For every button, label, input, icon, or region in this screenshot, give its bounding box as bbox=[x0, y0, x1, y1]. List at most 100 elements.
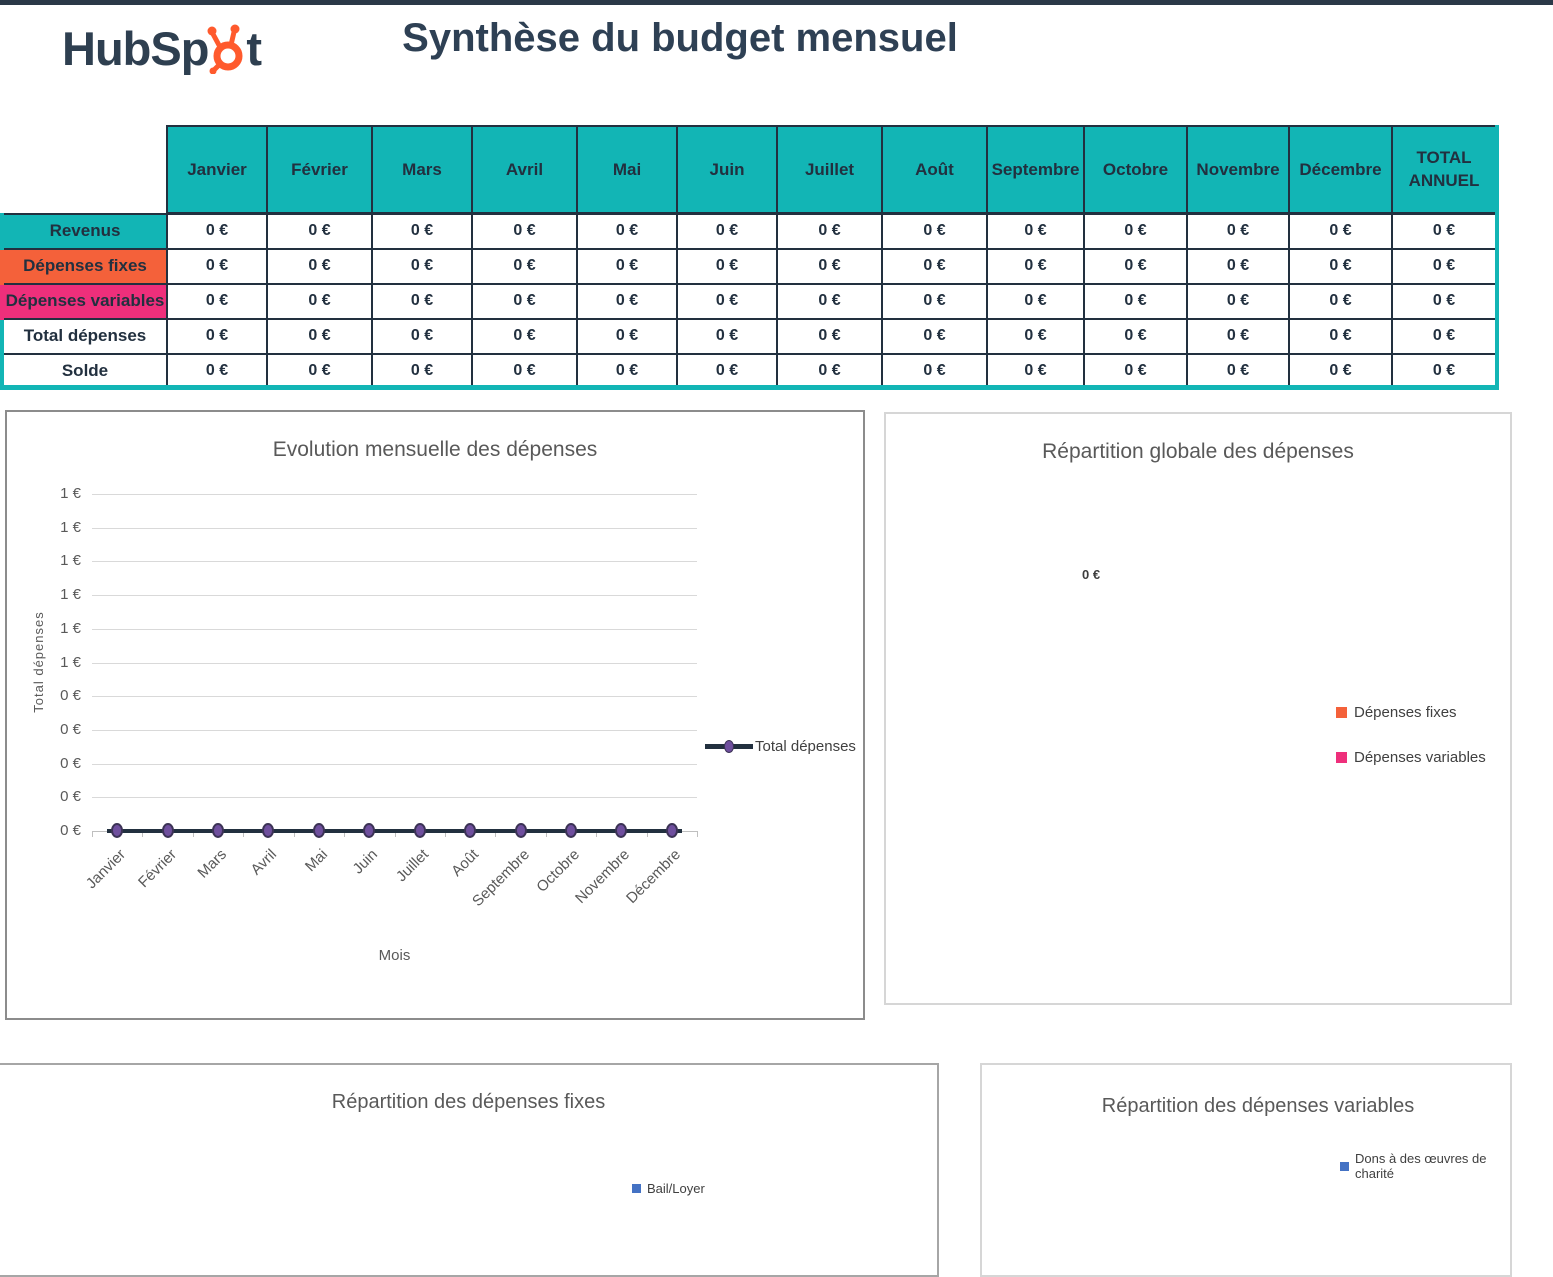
month-header-9[interactable]: Septembre bbox=[986, 125, 1085, 215]
month-header-7[interactable]: Juillet bbox=[776, 125, 883, 215]
value-cell[interactable]: 0 € bbox=[1083, 282, 1188, 320]
value-cell[interactable]: 0 € bbox=[776, 352, 883, 390]
value-cell[interactable]: 0 € bbox=[1083, 212, 1188, 250]
value-cell[interactable]: 0 € bbox=[776, 317, 883, 355]
value-cell[interactable]: 0 € bbox=[676, 317, 778, 355]
value-cell[interactable]: 0 € bbox=[471, 212, 578, 250]
month-header-6[interactable]: Juin bbox=[676, 125, 778, 215]
value-cell[interactable]: 0 € bbox=[576, 247, 678, 285]
value-cell[interactable]: 0 € bbox=[166, 352, 268, 390]
value-cell[interactable]: 0 € bbox=[1083, 352, 1188, 390]
value-cell[interactable]: 0 € bbox=[986, 212, 1085, 250]
value-cell[interactable]: 0 € bbox=[1391, 317, 1499, 355]
legend-label: Dons à des œuvres de charité bbox=[1355, 1151, 1487, 1181]
value-cell[interactable]: 0 € bbox=[986, 282, 1085, 320]
value-cell[interactable]: 0 € bbox=[166, 247, 268, 285]
value-cell[interactable]: 0 € bbox=[1186, 282, 1290, 320]
legend-swatch-icon bbox=[1336, 752, 1347, 763]
total-annual-header[interactable]: TOTAL ANNUEL bbox=[1391, 125, 1499, 215]
value-cell[interactable]: 0 € bbox=[1288, 247, 1393, 285]
x-axis-tick-mark bbox=[697, 831, 698, 837]
value-cell[interactable]: 0 € bbox=[1391, 247, 1499, 285]
value-cell[interactable]: 0 € bbox=[471, 317, 578, 355]
value-cell[interactable]: 0 € bbox=[371, 247, 473, 285]
value-cell[interactable]: 0 € bbox=[986, 352, 1085, 390]
row-label-3[interactable]: Dépenses variables bbox=[0, 282, 168, 320]
value-cell[interactable]: 0 € bbox=[266, 247, 373, 285]
data-point-marker bbox=[363, 823, 376, 838]
global-pie-title: Répartition globale des dépenses bbox=[1042, 440, 1354, 463]
page-title: Synthèse du budget mensuel bbox=[402, 16, 958, 60]
value-cell[interactable]: 0 € bbox=[471, 247, 578, 285]
value-cell[interactable]: 0 € bbox=[1083, 317, 1188, 355]
value-cell[interactable]: 0 € bbox=[166, 282, 268, 320]
gridline bbox=[92, 729, 697, 731]
value-cell[interactable]: 0 € bbox=[1083, 247, 1188, 285]
value-cell[interactable]: 0 € bbox=[576, 317, 678, 355]
value-cell[interactable]: 0 € bbox=[371, 317, 473, 355]
month-header-3[interactable]: Mars bbox=[371, 125, 473, 215]
y-axis-tick-label: 0 € bbox=[60, 687, 81, 705]
row-label-4[interactable]: Total dépenses bbox=[0, 317, 168, 355]
month-header-11[interactable]: Novembre bbox=[1186, 125, 1290, 215]
gridline bbox=[92, 696, 697, 698]
value-cell[interactable]: 0 € bbox=[266, 282, 373, 320]
value-cell[interactable]: 0 € bbox=[881, 247, 988, 285]
value-cell[interactable]: 0 € bbox=[1391, 352, 1499, 390]
row-label-1[interactable]: Revenus bbox=[0, 212, 168, 250]
value-cell[interactable]: 0 € bbox=[1288, 212, 1393, 250]
value-cell[interactable]: 0 € bbox=[776, 282, 883, 320]
value-cell[interactable]: 0 € bbox=[1186, 317, 1290, 355]
value-cell[interactable]: 0 € bbox=[986, 317, 1085, 355]
value-cell[interactable]: 0 € bbox=[266, 212, 373, 250]
value-cell[interactable]: 0 € bbox=[371, 282, 473, 320]
data-point-marker bbox=[514, 823, 527, 838]
value-cell[interactable]: 0 € bbox=[1288, 282, 1393, 320]
month-header-8[interactable]: Août bbox=[881, 125, 988, 215]
value-cell[interactable]: 0 € bbox=[371, 212, 473, 250]
legend-swatch-icon bbox=[632, 1184, 641, 1193]
value-cell[interactable]: 0 € bbox=[1288, 317, 1393, 355]
value-cell[interactable]: 0 € bbox=[266, 317, 373, 355]
value-cell[interactable]: 0 € bbox=[576, 352, 678, 390]
table-row: Revenus 0 €0 €0 €0 €0 €0 €0 €0 €0 €0 €0 €… bbox=[0, 212, 1499, 250]
month-header-1[interactable]: Janvier bbox=[166, 125, 268, 215]
evolution-x-axis-title: Mois bbox=[378, 947, 411, 964]
value-cell[interactable]: 0 € bbox=[471, 352, 578, 390]
value-cell[interactable]: 0 € bbox=[676, 247, 778, 285]
value-cell[interactable]: 0 € bbox=[776, 247, 883, 285]
value-cell[interactable]: 0 € bbox=[1186, 212, 1290, 250]
month-header-2[interactable]: Février bbox=[266, 125, 373, 215]
value-cell[interactable]: 0 € bbox=[576, 212, 678, 250]
value-cell[interactable]: 0 € bbox=[576, 282, 678, 320]
value-cell[interactable]: 0 € bbox=[881, 212, 988, 250]
value-cell[interactable]: 0 € bbox=[1391, 282, 1499, 320]
row-label-2[interactable]: Dépenses fixes bbox=[0, 247, 168, 285]
month-header-10[interactable]: Octobre bbox=[1083, 125, 1188, 215]
value-cell[interactable]: 0 € bbox=[676, 282, 778, 320]
value-cell[interactable]: 0 € bbox=[776, 212, 883, 250]
value-cell[interactable]: 0 € bbox=[1186, 352, 1290, 390]
line-marker-legend-icon bbox=[705, 739, 753, 754]
value-cell[interactable]: 0 € bbox=[166, 212, 268, 250]
legend-item: Dons à des œuvres de charité bbox=[1340, 1151, 1510, 1181]
month-header-12[interactable]: Décembre bbox=[1288, 125, 1393, 215]
value-cell[interactable]: 0 € bbox=[1288, 352, 1393, 390]
value-cell[interactable]: 0 € bbox=[1391, 212, 1499, 250]
value-cell[interactable]: 0 € bbox=[471, 282, 578, 320]
month-header-4[interactable]: Avril bbox=[471, 125, 578, 215]
value-cell[interactable]: 0 € bbox=[1186, 247, 1290, 285]
value-cell[interactable]: 0 € bbox=[371, 352, 473, 390]
table-body: Revenus 0 €0 €0 €0 €0 €0 €0 €0 €0 €0 €0 €… bbox=[0, 212, 1499, 390]
value-cell[interactable]: 0 € bbox=[166, 317, 268, 355]
value-cell[interactable]: 0 € bbox=[676, 352, 778, 390]
value-cell[interactable]: 0 € bbox=[881, 352, 988, 390]
value-cell[interactable]: 0 € bbox=[986, 247, 1085, 285]
value-cell[interactable]: 0 € bbox=[881, 317, 988, 355]
value-cell[interactable]: 0 € bbox=[676, 212, 778, 250]
value-cell[interactable]: 0 € bbox=[881, 282, 988, 320]
value-cell[interactable]: 0 € bbox=[266, 352, 373, 390]
month-header-5[interactable]: Mai bbox=[576, 125, 678, 215]
row-label-5[interactable]: Solde bbox=[0, 352, 168, 390]
x-axis-tick-label: Janvier bbox=[83, 846, 130, 893]
